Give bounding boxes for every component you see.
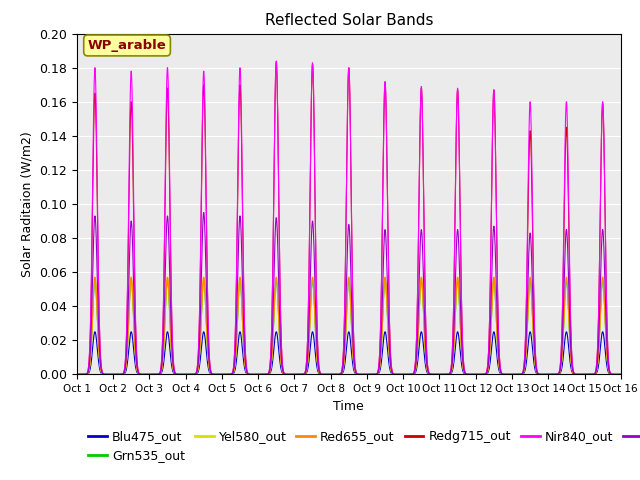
Redg715_out: [135, 370, 143, 376]
Nir840_out: [73, 372, 81, 377]
Nir945_out: [548, 372, 556, 377]
Yel580_out: [617, 372, 625, 377]
Title: Reflected Solar Bands: Reflected Solar Bands: [264, 13, 433, 28]
Line: Yel580_out: Yel580_out: [77, 277, 621, 374]
Red655_out: [91, 275, 99, 280]
X-axis label: Time: Time: [333, 400, 364, 413]
Nir840_out: [167, 279, 175, 285]
Redg715_out: [617, 372, 625, 377]
Blu475_out: [168, 360, 175, 366]
Blu475_out: [607, 372, 614, 377]
Redg715_out: [273, 60, 280, 66]
Redg715_out: [73, 372, 81, 377]
Grn535_out: [73, 372, 81, 377]
Red655_out: [617, 372, 625, 377]
Grn535_out: [168, 347, 175, 352]
Yel580_out: [135, 371, 143, 377]
Yel580_out: [548, 372, 556, 377]
Red655_out: [168, 346, 175, 351]
Nir945_out: [73, 372, 81, 377]
Line: Nir945_out: Nir945_out: [77, 213, 621, 374]
Nir945_out: [200, 210, 207, 216]
Line: Nir840_out: Nir840_out: [77, 61, 621, 374]
Blu475_out: [305, 356, 313, 362]
Yel580_out: [91, 275, 99, 280]
Blu475_out: [548, 372, 556, 377]
Grn535_out: [135, 371, 143, 377]
Line: Grn535_out: Grn535_out: [77, 281, 621, 374]
Nir945_out: [282, 372, 289, 377]
Red655_out: [607, 371, 614, 377]
Nir840_out: [135, 370, 143, 376]
Nir840_out: [273, 58, 280, 64]
Red655_out: [135, 371, 143, 377]
Redg715_out: [282, 372, 289, 377]
Red655_out: [548, 372, 556, 377]
Line: Blu475_out: Blu475_out: [77, 332, 621, 374]
Grn535_out: [282, 372, 289, 377]
Redg715_out: [607, 370, 614, 376]
Blu475_out: [135, 372, 143, 377]
Blu475_out: [91, 329, 99, 335]
Red655_out: [73, 372, 81, 377]
Yel580_out: [607, 371, 614, 377]
Nir945_out: [607, 371, 614, 376]
Nir840_out: [282, 372, 289, 377]
Redg715_out: [548, 372, 556, 377]
Yel580_out: [168, 346, 175, 351]
Nir840_out: [305, 259, 313, 265]
Nir945_out: [135, 371, 143, 376]
Grn535_out: [548, 372, 556, 377]
Blu475_out: [617, 372, 625, 377]
Yel580_out: [305, 336, 313, 342]
Yel580_out: [282, 372, 289, 377]
Blu475_out: [73, 372, 81, 377]
Redg715_out: [167, 286, 175, 291]
Grn535_out: [91, 278, 99, 284]
Legend: Blu475_out, Grn535_out, Yel580_out, Red655_out, Redg715_out, Nir840_out, Nir945_: Blu475_out, Grn535_out, Yel580_out, Red6…: [83, 425, 640, 467]
Redg715_out: [305, 260, 313, 265]
Nir945_out: [305, 316, 313, 322]
Red655_out: [305, 336, 313, 342]
Yel580_out: [73, 372, 81, 377]
Y-axis label: Solar Raditaion (W/m2): Solar Raditaion (W/m2): [20, 131, 33, 277]
Nir840_out: [607, 370, 614, 376]
Blu475_out: [282, 372, 289, 377]
Text: WP_arable: WP_arable: [88, 39, 166, 52]
Grn535_out: [305, 338, 313, 344]
Nir945_out: [617, 372, 625, 377]
Nir945_out: [167, 324, 175, 330]
Line: Redg715_out: Redg715_out: [77, 63, 621, 374]
Red655_out: [282, 372, 289, 377]
Grn535_out: [607, 371, 614, 377]
Nir840_out: [617, 372, 625, 377]
Line: Red655_out: Red655_out: [77, 277, 621, 374]
Nir840_out: [548, 372, 556, 377]
Grn535_out: [617, 372, 625, 377]
